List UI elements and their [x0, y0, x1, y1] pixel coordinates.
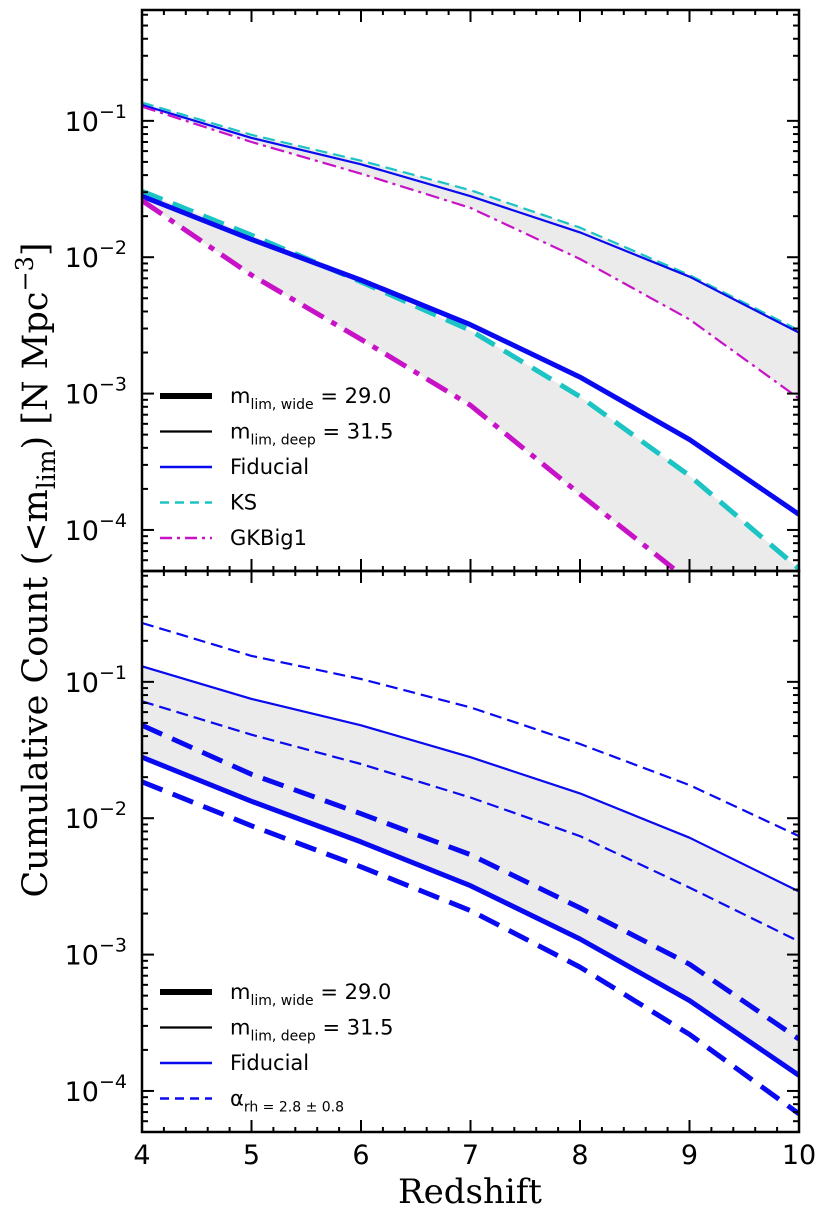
legend-label-cyan-dashed: KS: [230, 491, 257, 515]
y-axis-label: Cumulative Count (<mlim) [N Mpc−3]: [11, 242, 61, 897]
series-top-ks_wide: [142, 188, 799, 571]
series-bottom-alpha_deep_lo: [142, 700, 799, 943]
legend-label-thick-black: mlim, wide = 29.0: [230, 384, 391, 413]
ytick-label-top: 10−2: [65, 237, 127, 274]
band-top-1: [142, 191, 799, 571]
ytick-label-bottom: 10−4: [65, 1071, 127, 1108]
xtick-label: 7: [462, 1140, 479, 1171]
ytick-label-top: 10−1: [65, 101, 127, 138]
legend-label-thin-black: mlim, deep = 31.5: [230, 1016, 394, 1045]
xtick-label: 6: [352, 1140, 369, 1171]
series-bottom-fid_wide: [142, 754, 799, 1078]
xtick-label: 9: [681, 1140, 698, 1171]
legend-top: mlim, wide = 29.0 mlim, deep = 31.5 Fiduci…: [160, 384, 394, 550]
panels-layer: 10−4 10−3 10−2 10−1 mlim, wide = 29.0 mlim, d…: [65, 8, 816, 1171]
legend-label-thin-black: mlim, deep = 31.5: [230, 420, 394, 449]
xtick-label: 10: [782, 1140, 816, 1171]
plot-area-top: [142, 101, 799, 571]
band-bottom-0: [142, 666, 799, 1076]
x-axis-label: Redshift: [398, 1172, 542, 1212]
plot-area-bottom: [142, 621, 799, 1116]
ytick-label-top: 10−4: [65, 510, 127, 547]
ytick-label-bottom: 10−2: [65, 798, 127, 835]
xtick-label: 5: [243, 1140, 260, 1171]
xtick-label: 8: [571, 1140, 588, 1171]
series-top-fid_deep: [142, 103, 799, 334]
series-top-ks_deep: [142, 101, 799, 332]
ytick-label-bottom: 10−1: [65, 662, 127, 699]
panel-bottom: 10−4 10−3 10−2 10−1 mlim, wide = 29.0 mlim, d…: [65, 569, 801, 1134]
legend-label-magenta-dashdot: GKBig1: [230, 526, 307, 550]
series-top-fid_wide: [142, 193, 799, 517]
legend-label-blue-solid: Fiducial: [230, 1051, 309, 1075]
legend-label-thick-black: mlim, wide = 29.0: [230, 980, 391, 1009]
panel-top: 10−4 10−3 10−2 10−1 mlim, wide = 29.0 mlim, d…: [65, 8, 801, 573]
series-bottom-alpha_deep_up: [142, 621, 799, 838]
ytick-label-top: 10−3: [65, 374, 127, 411]
xtick-label: 4: [133, 1140, 150, 1171]
legend-label-blue-dashed: αrh = 2.8 ± 0.8: [230, 1087, 344, 1116]
series-top-gk_deep: [142, 105, 799, 400]
series-bottom-fid_deep: [142, 665, 799, 893]
series-bottom-alpha_wide_up: [142, 723, 799, 1042]
series-bottom-alpha_wide_lo: [142, 779, 799, 1116]
series-top-gk_wide: [142, 198, 681, 571]
ytick-label-bottom: 10−3: [65, 935, 127, 972]
legend-label-blue-solid: Fiducial: [230, 455, 309, 479]
legend-bottom: mlim, wide = 29.0 mlim, deep = 31.5 Fiduci…: [160, 980, 394, 1116]
